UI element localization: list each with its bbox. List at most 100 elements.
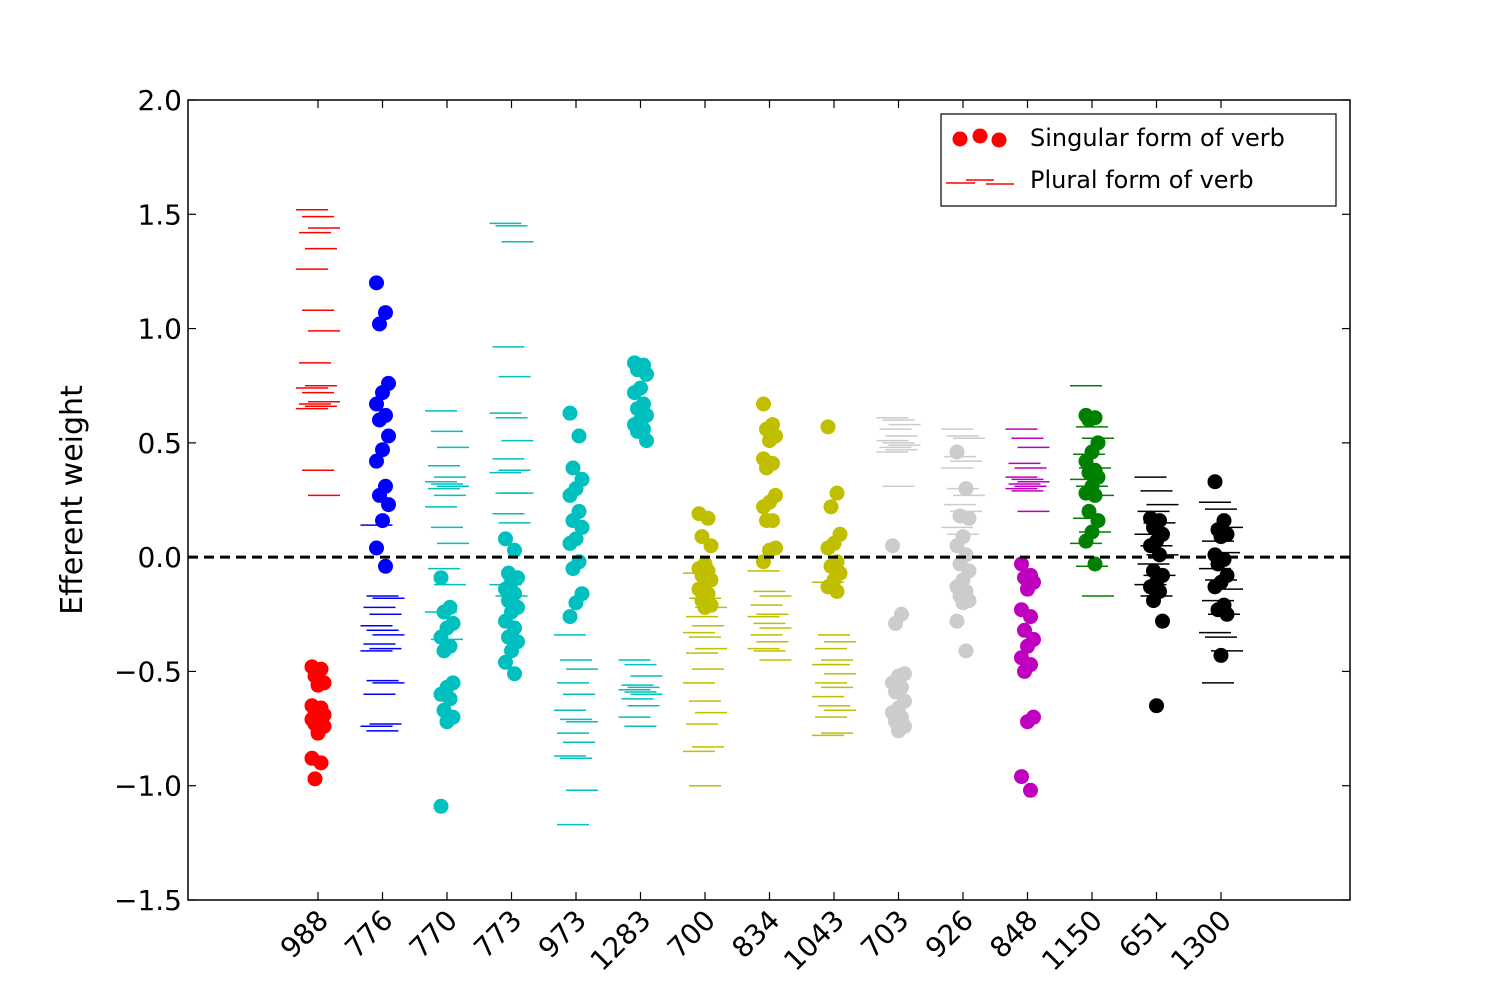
legend-box bbox=[940, 113, 1337, 207]
neuron-1150-singular-point bbox=[1090, 513, 1106, 529]
legend-label-plural: Plural form of verb bbox=[1030, 166, 1254, 194]
neuron-1043-singular-point bbox=[823, 499, 839, 515]
neuron-773-singular-point bbox=[504, 643, 519, 659]
points-layer bbox=[296, 208, 1243, 826]
neuron-848-singular-point bbox=[1017, 663, 1032, 679]
neuron-700-singular-point bbox=[697, 599, 713, 615]
y-axis: 2.0 1.5 1.0 0.5 0.0 −0.5 −1.0 −1.5 bbox=[114, 84, 1350, 917]
legend-circle-marker bbox=[991, 132, 1007, 148]
x-tick-label: 988 bbox=[274, 904, 335, 965]
neuron-773-singular-point bbox=[507, 542, 522, 558]
neuron-776-singular-point bbox=[381, 428, 396, 444]
legend-circle-marker bbox=[952, 131, 968, 147]
x-tick-label: 776 bbox=[338, 904, 399, 965]
neuron-1043-singular-point bbox=[829, 583, 845, 599]
neuron-770-singular-point bbox=[436, 604, 452, 620]
neuron-776-singular-point bbox=[372, 487, 387, 503]
neuron-1300-singular-point bbox=[1207, 474, 1223, 490]
x-tick-label: 770 bbox=[403, 904, 464, 965]
neuron-773-singular-point bbox=[507, 666, 522, 682]
x-tick-label: 926 bbox=[919, 904, 980, 965]
neuron-926-singular-point bbox=[961, 510, 977, 526]
x-tick-label: 1150 bbox=[1035, 904, 1109, 978]
neuron-703-singular-point bbox=[885, 538, 900, 554]
neuron-926-singular-point bbox=[958, 643, 974, 659]
neuron-1300-singular-point bbox=[1210, 556, 1226, 572]
neuron-700-singular-point bbox=[694, 529, 710, 545]
neuron-834-singular-point bbox=[759, 460, 774, 476]
neuron-776-singular-point bbox=[372, 316, 387, 332]
neuron-848-singular-point bbox=[1014, 556, 1029, 572]
x-tick-label: 651 bbox=[1112, 904, 1173, 965]
neuron-1150-singular-point bbox=[1081, 412, 1097, 428]
neuron-1043-singular-point bbox=[820, 540, 836, 556]
x-tick-label: 773 bbox=[467, 904, 528, 965]
y-tick-label: 0.0 bbox=[137, 541, 182, 574]
neuron-700-singular-point bbox=[700, 510, 716, 526]
neuron-848-singular-point bbox=[1020, 581, 1035, 597]
neuron-651-singular-point bbox=[1146, 593, 1161, 609]
neuron-773-singular-point bbox=[498, 654, 513, 670]
y-tick-label: 1.5 bbox=[137, 198, 182, 231]
neuron-834-singular-point bbox=[756, 396, 771, 412]
neuron-848-singular-point bbox=[1017, 622, 1032, 638]
neuron-776-singular-point bbox=[369, 453, 384, 469]
neuron-651-singular-point bbox=[1149, 698, 1164, 714]
neuron-926-singular-point bbox=[958, 481, 974, 497]
legend-circle-marker bbox=[972, 128, 988, 144]
legend: Singular form of verb Plural form of ver… bbox=[940, 113, 1337, 207]
x-tick-label: 703 bbox=[854, 904, 915, 965]
neuron-1150-singular-point bbox=[1078, 453, 1094, 469]
x-tick-label: 700 bbox=[661, 904, 722, 965]
neuron-926-singular-point bbox=[955, 595, 971, 611]
neuron-776-singular-point bbox=[369, 275, 384, 291]
neuron-700-singular-point bbox=[703, 538, 719, 554]
neuron-848-singular-point bbox=[1023, 609, 1038, 625]
neuron-1150-singular-point bbox=[1087, 556, 1103, 572]
neuron-848-singular-point bbox=[1014, 769, 1029, 785]
neuron-776-singular-point bbox=[378, 305, 393, 321]
neuron-973-singular-point bbox=[562, 535, 578, 551]
y-tick-label: 1.0 bbox=[137, 313, 182, 346]
x-tick-label: 834 bbox=[725, 904, 786, 965]
neuron-1300-singular-point bbox=[1207, 579, 1223, 595]
neuron-973-singular-point bbox=[562, 609, 578, 625]
neuron-776-singular-point bbox=[372, 412, 387, 428]
neuron-651-singular-point bbox=[1143, 538, 1158, 554]
neuron-973-singular-point bbox=[562, 405, 578, 421]
neuron-973-singular-point bbox=[574, 519, 590, 535]
neuron-703-singular-point bbox=[888, 615, 903, 631]
neuron-776-singular-point bbox=[375, 442, 390, 458]
neuron-973-singular-point bbox=[562, 487, 578, 503]
y-tick-label: 0.5 bbox=[137, 427, 182, 460]
legend-marker-plural bbox=[946, 179, 1014, 185]
neuron-773-singular-point bbox=[498, 531, 513, 547]
neuron-834-singular-point bbox=[759, 513, 774, 529]
neuron-1283-singular-point bbox=[639, 366, 654, 382]
neuron-1043-singular-point bbox=[820, 419, 836, 435]
neuron-1043-singular-point bbox=[829, 485, 845, 501]
x-tick-label: 973 bbox=[532, 904, 593, 965]
neuron-776-singular-point bbox=[375, 385, 390, 401]
neuron-776-singular-point bbox=[378, 558, 393, 574]
neuron-1283-singular-point bbox=[630, 423, 645, 439]
neuron-834-singular-point bbox=[756, 499, 771, 515]
neuron-651-singular-point bbox=[1152, 547, 1167, 563]
neuron-703-singular-point bbox=[891, 723, 906, 739]
neuron-973-singular-point bbox=[565, 460, 581, 476]
neuron-926-singular-point bbox=[949, 613, 965, 629]
y-tick-label: −1.5 bbox=[114, 884, 182, 917]
neuron-776-singular-point bbox=[375, 513, 390, 529]
y-axis-label: Efferent weight bbox=[55, 385, 90, 615]
neuron-776-singular-point bbox=[381, 497, 396, 513]
neuron-973-singular-point bbox=[571, 428, 587, 444]
neuron-926-singular-point bbox=[949, 444, 965, 460]
neuron-834-singular-point bbox=[762, 542, 777, 558]
neuron-848-singular-point bbox=[1020, 714, 1035, 730]
neuron-770-singular-point bbox=[433, 629, 449, 645]
neuron-1283-singular-point bbox=[639, 433, 654, 449]
neuron-988-singular-point bbox=[310, 677, 326, 693]
x-tick-label: 1300 bbox=[1164, 904, 1238, 978]
